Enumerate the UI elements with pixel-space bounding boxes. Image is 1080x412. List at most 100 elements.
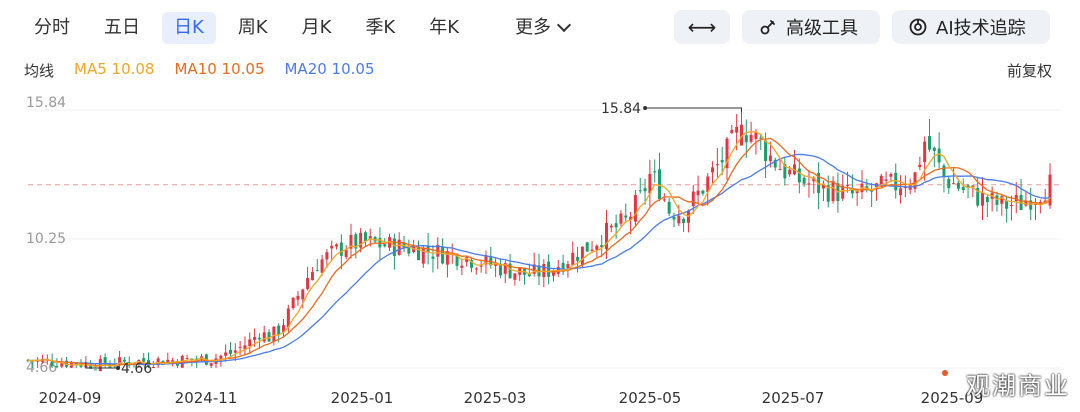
candle-body	[291, 297, 295, 308]
x-tick-label: 2024-11	[175, 389, 238, 407]
candle-body	[952, 183, 956, 185]
high-marker	[643, 106, 648, 110]
candle-body	[272, 326, 276, 342]
candle-body	[392, 238, 396, 256]
tab-five-day[interactable]: 五日	[104, 17, 140, 38]
candle-body	[826, 185, 830, 202]
candle-body	[677, 215, 681, 224]
ma10-line	[27, 137, 1051, 367]
candle-body	[156, 358, 160, 366]
tab-intraday[interactable]: 分时	[34, 17, 70, 38]
candle-body	[166, 359, 170, 364]
ma5-value: MA5 10.08	[74, 60, 155, 78]
fit-width-button[interactable]: ⟷	[674, 10, 730, 44]
candle-body	[619, 213, 623, 224]
ai-tracking-button[interactable]: AI技术追踪	[892, 10, 1050, 44]
candle-body	[441, 246, 445, 264]
candle-body	[821, 183, 825, 189]
candle-body	[431, 256, 435, 259]
more-label: 更多	[515, 17, 552, 38]
watermark-dot	[942, 370, 948, 376]
candle-body	[474, 268, 478, 270]
x-tick-label: 2024-09	[39, 389, 102, 407]
candle-body	[1005, 200, 1009, 209]
candle-body	[142, 358, 146, 362]
candle-body	[802, 177, 806, 184]
candle-body	[566, 264, 570, 269]
candle-body	[773, 159, 777, 168]
candle-body	[445, 251, 449, 265]
candle-body	[325, 252, 329, 260]
candle-body	[711, 167, 715, 173]
ma-label: 均线	[24, 62, 55, 80]
tab-daily-k[interactable]: 日K	[162, 12, 216, 44]
candle-body	[739, 124, 743, 146]
candle-body	[267, 332, 271, 342]
candle-body	[855, 191, 859, 194]
candle-body	[330, 245, 334, 249]
candle-body	[585, 242, 589, 252]
candle-body	[797, 168, 801, 183]
candle-body	[55, 366, 59, 368]
candle-body	[971, 185, 975, 187]
tab-weekly-k[interactable]: 周K	[237, 17, 268, 38]
candle-body	[759, 137, 763, 139]
candle-body	[600, 245, 604, 248]
candle-body	[108, 366, 112, 368]
candle-body	[416, 246, 420, 261]
candle-body	[253, 337, 257, 340]
tab-yearly-k[interactable]: 年K	[429, 17, 460, 38]
candle-body	[894, 172, 898, 191]
candle-body	[503, 263, 507, 274]
candle-body	[682, 218, 686, 223]
tab-monthly-k[interactable]: 月K	[301, 17, 332, 38]
x-tick-label: 2025-01	[331, 389, 394, 407]
candle-body	[899, 188, 903, 196]
y-tick-label: 10.25	[26, 231, 66, 247]
more-dropdown[interactable]: 更多	[503, 12, 581, 44]
candle-body	[638, 190, 642, 192]
high-leader-line	[645, 107, 742, 112]
candle-body	[315, 270, 319, 272]
candle-body	[715, 164, 719, 166]
tab-quarterly-k[interactable]: 季K	[365, 17, 396, 38]
candle-body	[93, 369, 97, 371]
candle-body	[301, 289, 305, 300]
candle-body	[807, 183, 811, 185]
candle-body	[282, 325, 285, 333]
candle-body	[421, 247, 425, 264]
candle-body	[764, 140, 768, 162]
candle-body	[190, 358, 194, 360]
price-adjust-toggle[interactable]: 前复权	[1006, 62, 1052, 80]
candle-body	[368, 236, 372, 240]
candle-body	[658, 169, 662, 200]
candle-body	[339, 242, 343, 256]
candle-body	[614, 223, 618, 228]
candle-body	[320, 259, 324, 273]
candle-body	[923, 141, 927, 163]
candle-body	[643, 188, 647, 192]
candle-body	[768, 155, 772, 162]
candle-body	[561, 262, 565, 272]
candle-body	[551, 270, 555, 276]
candle-body	[383, 244, 387, 247]
candle-body	[942, 165, 946, 178]
candle-body	[262, 332, 266, 342]
candle-body	[706, 176, 710, 193]
candle-body	[484, 255, 488, 265]
candle-body	[209, 363, 213, 366]
candle-body	[354, 234, 358, 249]
candle-body	[470, 260, 474, 268]
ma20-value: MA20 10.05	[284, 60, 375, 78]
candle-body	[976, 187, 980, 206]
candle-body	[879, 175, 883, 187]
candle-body	[1029, 200, 1033, 210]
candle-body	[778, 169, 782, 171]
candle-body	[580, 246, 584, 265]
advanced-tools-button[interactable]: 高级工具	[742, 10, 880, 44]
ma-legend: 均线 MA5 10.08 MA10 10.05 MA20 10.05	[24, 60, 374, 81]
candle-body	[407, 247, 411, 254]
candle-body	[841, 185, 845, 199]
candle-body	[725, 138, 729, 169]
